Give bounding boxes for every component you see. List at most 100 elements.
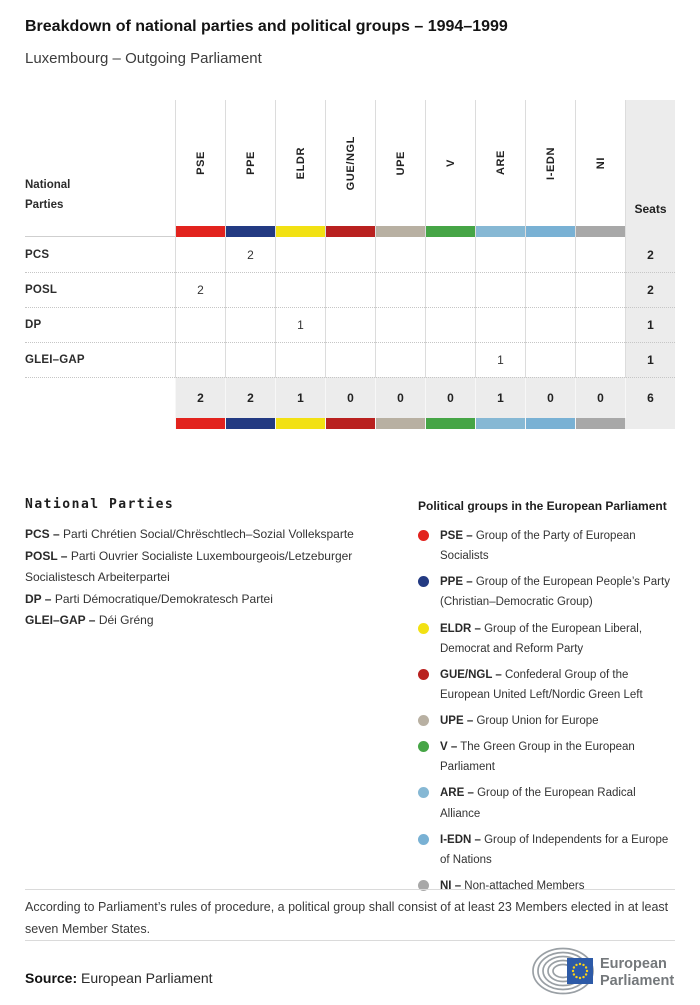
color-band-gue-ngl: [325, 226, 375, 237]
col-header-gue-ngl: GUE/NGL: [325, 100, 375, 226]
cell: [175, 342, 225, 377]
total-cell: 0: [425, 377, 475, 418]
color-band-ppe: [225, 226, 275, 237]
european-parliament-logo: European Parliament: [527, 945, 677, 1005]
cell: [175, 237, 225, 272]
color-band-v: [425, 418, 475, 429]
table-row-label: POSL: [25, 272, 175, 307]
legend-item-eldr: ELDR – Group of the European Liberal, De…: [418, 619, 675, 659]
color-band-eldr: [275, 226, 325, 237]
table-row-label: DP: [25, 307, 175, 342]
eu-flag-icon: [567, 958, 593, 984]
color-band-ni: [575, 418, 625, 429]
legend-item-glei-gap: GLEI–GAP – Déi Gréng: [25, 613, 154, 628]
total-seats-cell: 6: [625, 377, 675, 418]
cell: [325, 342, 375, 377]
footnote: According to Parliament’s rules of proce…: [25, 900, 669, 936]
cell: [575, 272, 625, 307]
row-header-label: National Parties: [25, 178, 71, 212]
i-edn-color-dot-icon: [418, 833, 429, 845]
cell: [475, 272, 525, 307]
col-header-upe: UPE: [375, 100, 425, 226]
legend-item-ppe: PPE – Group of the European People’s Par…: [418, 572, 675, 612]
cell: [225, 342, 275, 377]
color-band-pse: [175, 226, 225, 237]
total-cell: 0: [525, 377, 575, 418]
cell: [575, 237, 625, 272]
legend-item-posl: POSL – Parti Ouvrier Socialiste Luxembou…: [25, 548, 353, 585]
color-band-i-edn: [525, 418, 575, 429]
totals-row-spacer: [25, 377, 175, 418]
cell: [325, 237, 375, 272]
upe-color-dot-icon: [418, 715, 429, 726]
col-header-ppe: PPE: [225, 100, 275, 226]
band-seats-cell: [625, 418, 675, 429]
legend-item-pcs: PCS – Parti Chrétien Social/Chrëschtlech…: [25, 527, 354, 541]
color-band-pse: [175, 418, 225, 429]
cell: [375, 272, 425, 307]
cell: [475, 237, 525, 272]
cell: [225, 307, 275, 342]
seats-cell: 2: [625, 237, 675, 272]
cell: [375, 237, 425, 272]
total-cell: 0: [575, 377, 625, 418]
cell: [525, 237, 575, 272]
cell: [225, 272, 275, 307]
cell: [575, 307, 625, 342]
ppe-color-dot-icon: [418, 576, 429, 588]
source-label: Source:: [25, 970, 78, 986]
cell: [425, 307, 475, 342]
cell: 2: [175, 272, 225, 307]
total-cell: 1: [475, 377, 525, 418]
cell: 1: [275, 307, 325, 342]
cell: [275, 237, 325, 272]
color-band-eldr: [275, 418, 325, 429]
cell: [275, 342, 325, 377]
cell: [175, 307, 225, 342]
are-color-dot-icon: [418, 787, 429, 799]
color-band-upe: [375, 226, 425, 237]
band-spacer: [25, 418, 175, 429]
seats-cell: 1: [625, 342, 675, 377]
table-row-label: PCS: [25, 248, 50, 261]
cell: [325, 307, 375, 342]
total-cell: 0: [325, 377, 375, 418]
cell: [475, 307, 525, 342]
logo-svg: European Parliament: [532, 947, 674, 995]
col-header-ni: NI: [575, 100, 625, 226]
color-band-i-edn: [525, 226, 575, 237]
national-parties-legend-title: National Parties: [25, 497, 175, 512]
source-value: European Parliament: [77, 970, 213, 986]
color-band-ni: [575, 226, 625, 237]
national-parties-legend: National Parties PCS – Parti Chrétien So…: [25, 497, 413, 632]
logo-text-line2: Parliament: [600, 973, 674, 989]
color-band-v: [425, 226, 475, 237]
cell: [375, 342, 425, 377]
parties-groups-table: National Parties PSE PPE ELDR GUE/NGL UP…: [25, 100, 675, 429]
legend-item-gue-ngl: GUE/NGL – Confederal Group of the Europe…: [418, 665, 675, 705]
source-line: Source: European Parliament: [25, 970, 213, 986]
total-cell: 1: [275, 377, 325, 418]
cell: [275, 272, 325, 307]
col-header-i-edn: I-EDN: [525, 100, 575, 226]
col-header-v: V: [425, 100, 475, 226]
gue-ngl-color-dot-icon: [418, 668, 429, 680]
v-color-dot-icon: [418, 741, 429, 753]
total-cell: 2: [175, 377, 225, 418]
table-row-label: GLEI–GAP: [25, 342, 175, 377]
legend-item-i-edn: I-EDN – Group of Independents for a Euro…: [418, 830, 675, 870]
band-spacer: [25, 226, 175, 237]
legend-item-pse: PSE – Group of the Party of European Soc…: [418, 526, 675, 566]
seats-cell: 1: [625, 307, 675, 342]
color-band-upe: [375, 418, 425, 429]
cell: [575, 342, 625, 377]
color-band-are: [475, 418, 525, 429]
row-header-cell: National Parties: [25, 100, 175, 226]
cell: 2: [225, 237, 275, 272]
col-header-pse: PSE: [175, 100, 225, 226]
ni-color-dot-icon: [418, 879, 429, 891]
col-header-eldr: ELDR: [275, 100, 325, 226]
political-groups-legend: Political groups in the European Parliam…: [418, 499, 675, 902]
cell: 1: [475, 342, 525, 377]
